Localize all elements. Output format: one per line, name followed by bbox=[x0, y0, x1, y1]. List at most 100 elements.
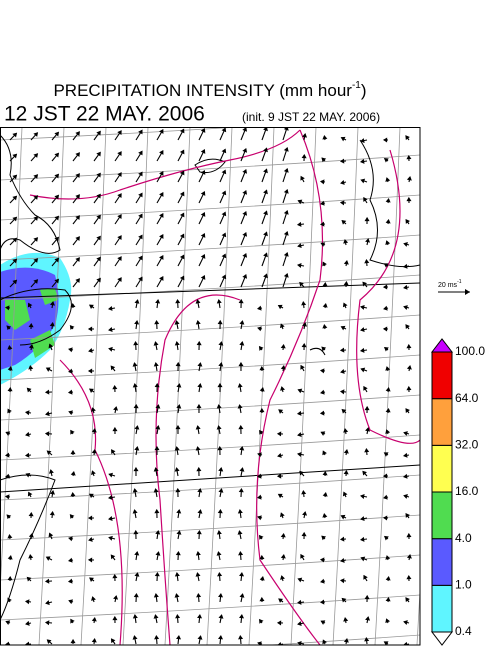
parallel bbox=[0, 515, 420, 540]
wind-arrow-head bbox=[239, 363, 242, 366]
wind-arrow-head bbox=[199, 510, 202, 513]
wind-arrow-head bbox=[197, 552, 200, 555]
wind-arrow-head bbox=[202, 171, 205, 174]
colorbar-label: 0.4 bbox=[455, 624, 472, 638]
wind-arrow-head bbox=[29, 366, 32, 369]
wind-arrow-head bbox=[135, 405, 138, 408]
wind-arrow-head bbox=[302, 491, 305, 494]
wind-arrow-head bbox=[361, 160, 364, 163]
wind-arrow-head bbox=[321, 580, 324, 583]
wind-arrow-head bbox=[197, 405, 200, 408]
wind-arrow-head bbox=[240, 447, 243, 450]
title-text: PRECIPITATION INTENSITY (mm hour bbox=[53, 81, 352, 100]
parallel bbox=[0, 635, 420, 650]
wind-arrow-head bbox=[285, 274, 288, 277]
wind-arrow-head bbox=[384, 285, 387, 288]
wind-arrow-head bbox=[301, 177, 304, 180]
wind-arrow-head bbox=[408, 177, 411, 180]
wind-arrow-head bbox=[282, 534, 285, 537]
wind-arrow-head bbox=[218, 426, 221, 429]
wind-arrow-head bbox=[134, 531, 137, 534]
wind-arrow-head bbox=[156, 573, 159, 576]
meridian bbox=[333, 127, 358, 645]
wind-arrow-head bbox=[243, 191, 246, 194]
wind-arrow-head bbox=[218, 531, 221, 534]
wind-arrow-head bbox=[89, 538, 92, 541]
wind-arrow-head bbox=[176, 615, 179, 618]
wind-arrow-head bbox=[239, 384, 242, 387]
wind-arrows bbox=[6, 127, 411, 646]
wind-arrow-head bbox=[113, 428, 116, 431]
wind-arrow-head bbox=[386, 178, 389, 181]
wind-arrow-head bbox=[113, 575, 116, 578]
wind-arrow-head bbox=[181, 129, 184, 132]
wind-arrow-head bbox=[407, 345, 410, 348]
wind-arrow-head bbox=[89, 327, 92, 330]
wind-arrow-head bbox=[264, 169, 267, 172]
wind-arrow-head bbox=[198, 363, 201, 366]
wind-arrow-head bbox=[386, 556, 389, 559]
wind-arrow-head bbox=[404, 286, 407, 289]
wind-arrow-head bbox=[198, 615, 201, 618]
wind-arrow-head bbox=[278, 454, 281, 457]
wind-arrow-head bbox=[386, 367, 389, 370]
wind-arrow-head bbox=[176, 468, 179, 471]
wind-arrow-head bbox=[341, 201, 344, 204]
wind-arrow-head bbox=[387, 220, 390, 223]
wind-arrow-head bbox=[181, 213, 184, 216]
wind-arrow-head bbox=[260, 367, 263, 370]
wind-arrow-head bbox=[181, 234, 184, 237]
coastline bbox=[0, 135, 420, 620]
wind-arrow-head bbox=[69, 600, 72, 603]
wind-arrow-head bbox=[264, 232, 267, 235]
colorbar-segment bbox=[432, 539, 452, 586]
parallel bbox=[0, 555, 420, 580]
wind-arrow-head bbox=[89, 558, 92, 561]
wind-arrow-head bbox=[260, 598, 263, 601]
wind-arrow-head bbox=[361, 349, 364, 352]
wind-arrow-head bbox=[223, 275, 226, 278]
wind-arrow-head bbox=[282, 366, 285, 369]
colorbar-label: 100.0 bbox=[455, 344, 485, 358]
wind-arrow-head bbox=[223, 212, 226, 215]
wind-arrow-head bbox=[155, 594, 158, 597]
wind-arrow-head bbox=[177, 363, 180, 366]
wind-arrow-head bbox=[223, 191, 226, 194]
wind-arrow-head bbox=[8, 598, 11, 601]
wind-arrow-head bbox=[92, 597, 95, 600]
wind-arrow-head bbox=[69, 411, 72, 414]
wind-arrow-head bbox=[176, 489, 179, 492]
wind-arrow-head bbox=[160, 193, 163, 196]
wind-arrow-head bbox=[197, 321, 200, 324]
wind-arrow-head bbox=[281, 513, 284, 516]
wind-arrow-head bbox=[384, 307, 387, 310]
wind-arrow-head bbox=[408, 366, 411, 369]
wind-arrow-head bbox=[285, 148, 288, 151]
wind-arrow-head bbox=[361, 139, 364, 142]
wind-arrow-head bbox=[176, 447, 179, 450]
wind-arrow-head bbox=[264, 190, 267, 193]
wind-arrow-head bbox=[281, 324, 284, 327]
wind-arrow-head bbox=[285, 169, 288, 172]
colorbar-segment bbox=[432, 399, 452, 446]
wind-arrow-head bbox=[114, 596, 117, 599]
wind-arrow-head bbox=[69, 580, 72, 583]
wind-arrow-head bbox=[361, 179, 364, 182]
wind-arrow-head bbox=[298, 264, 301, 267]
wind-arrow-head bbox=[109, 496, 112, 499]
wind-arrow-head bbox=[261, 388, 264, 391]
wind-arrow-head bbox=[46, 391, 49, 394]
wind-arrow-head bbox=[139, 193, 142, 196]
wind-arrow-head bbox=[197, 426, 200, 429]
wind-arrow-head bbox=[285, 232, 288, 235]
wind-scale-head bbox=[465, 289, 470, 295]
wind-arrow-head bbox=[285, 190, 288, 193]
wind-arrow-head bbox=[278, 621, 281, 624]
colorbar-high-triangle bbox=[432, 339, 452, 352]
wind-arrow-head bbox=[321, 202, 324, 205]
colorbar-low-triangle bbox=[432, 632, 452, 645]
wind-arrow-head bbox=[160, 151, 163, 154]
wind-arrow-head bbox=[298, 223, 301, 226]
wind-arrow-head bbox=[345, 639, 348, 642]
colorbar-label: 32.0 bbox=[455, 438, 479, 452]
